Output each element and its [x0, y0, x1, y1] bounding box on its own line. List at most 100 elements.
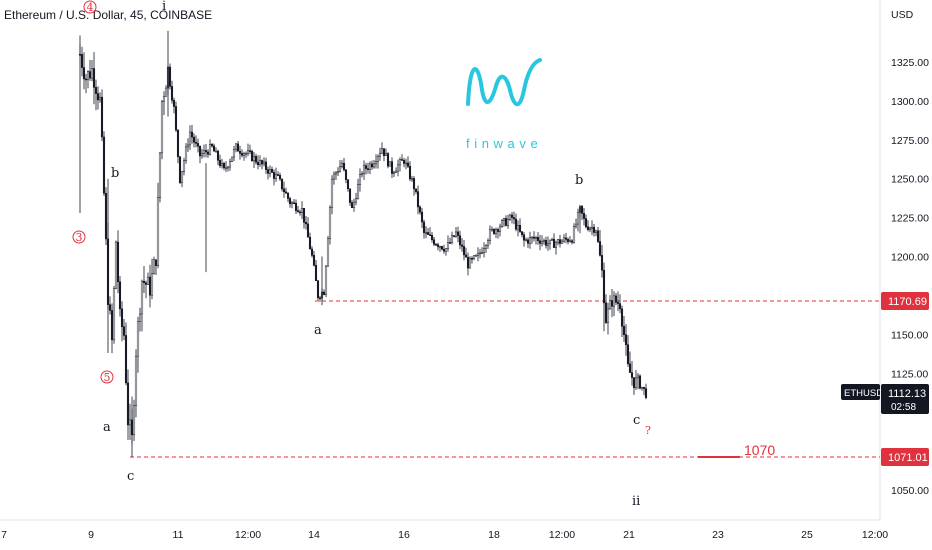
- candle-body: [282, 188, 286, 193]
- wave-label-question: ?: [645, 424, 651, 437]
- price-tag-upper-bg: [881, 292, 929, 310]
- candle-body: [404, 162, 408, 165]
- price-tick-label: 1275.00: [891, 135, 929, 147]
- candle-body: [582, 213, 586, 219]
- candle-body: [500, 220, 504, 228]
- candle-body: [120, 308, 124, 327]
- candle-body: [298, 211, 302, 214]
- candle-body: [220, 162, 224, 166]
- candle-body: [266, 169, 270, 174]
- candle-body: [350, 202, 354, 209]
- candle-body: [268, 169, 272, 174]
- finwave-logo-text: finwave: [466, 136, 542, 151]
- candle-body: [178, 156, 182, 183]
- candle-body: [124, 335, 128, 384]
- candle-body: [410, 178, 414, 180]
- candle-body: [424, 232, 428, 234]
- wave-label-i-top: i: [162, 0, 166, 14]
- candle-body: [310, 248, 314, 256]
- candle-body: [324, 265, 328, 295]
- candle-body: [108, 304, 112, 311]
- candle-body: [622, 326, 626, 335]
- candle-body: [434, 244, 438, 246]
- candle-body: [536, 236, 540, 241]
- candle-body: [418, 206, 422, 213]
- time-tick-label: 14: [308, 529, 320, 541]
- candle-body: [326, 238, 330, 267]
- candle-body: [454, 231, 458, 237]
- candle-body: [142, 280, 146, 284]
- candle-body: [250, 150, 254, 162]
- candle-body: [414, 188, 418, 192]
- time-tick-label: 16: [398, 529, 410, 541]
- candle-body: [398, 159, 402, 166]
- candle-body: [172, 100, 176, 107]
- candle-body: [230, 156, 234, 162]
- candle-body: [144, 282, 148, 285]
- candle-body: [118, 281, 122, 310]
- candle-body: [204, 150, 208, 153]
- candle-body: [256, 161, 260, 166]
- candle-body: [538, 240, 542, 244]
- candle-body: [200, 153, 204, 157]
- candle-body: [546, 243, 550, 246]
- candle-body: [610, 300, 614, 307]
- candle-body: [370, 163, 374, 168]
- candle-body: [274, 174, 278, 179]
- candle-body: [568, 240, 572, 243]
- wave-label-b-left: b: [111, 166, 119, 181]
- price-tag-last-price: 1112.13: [888, 388, 926, 400]
- wave-label-5: 5: [104, 371, 111, 384]
- candle-body: [394, 170, 398, 173]
- candle-body: [162, 96, 166, 102]
- candle-body: [342, 162, 346, 171]
- symbol-tag: ETHUSD: [841, 384, 883, 400]
- candle-body: [308, 236, 312, 250]
- candle-body: [560, 240, 564, 244]
- candle-body: [128, 419, 132, 426]
- price-tick-label: 1225.00: [891, 213, 929, 225]
- candle-body: [614, 295, 618, 303]
- candle-body: [490, 228, 494, 231]
- candle-body: [440, 246, 444, 250]
- candle-body: [364, 165, 368, 169]
- candle-body: [360, 173, 364, 175]
- candle-body: [386, 153, 390, 167]
- candle-body: [114, 241, 118, 289]
- time-ticks: 7 9 11 12:00 14 16 18 12:00 21 23 25 12:00: [1, 529, 888, 541]
- candle-body: [132, 405, 136, 436]
- candle-body: [246, 150, 250, 154]
- candle-body: [286, 192, 290, 199]
- candle-body: [642, 386, 646, 389]
- candle-body: [644, 388, 648, 398]
- candle-body: [634, 377, 638, 388]
- time-tick-label: 12:00: [235, 529, 261, 541]
- candle-body: [150, 273, 154, 296]
- candle-body: [262, 161, 266, 165]
- candle-body: [552, 238, 556, 248]
- candle-body: [176, 129, 180, 157]
- candle-body: [98, 96, 102, 101]
- candle-body: [160, 100, 164, 154]
- price-tag-lower-text: 1071.01: [888, 452, 928, 464]
- time-tick-label: 12:00: [549, 529, 575, 541]
- candle-body: [276, 174, 280, 176]
- candle-body: [452, 235, 456, 237]
- candle-body: [84, 78, 88, 81]
- candle-body: [194, 141, 198, 144]
- candle-body: [116, 241, 120, 283]
- candle-body: [574, 223, 578, 227]
- candle-body: [112, 287, 116, 341]
- candle-body: [164, 87, 168, 97]
- candle-body: [482, 248, 486, 253]
- candle-body: [270, 169, 274, 173]
- candle-body: [358, 174, 362, 185]
- candle-body: [152, 259, 156, 275]
- candle-body: [460, 244, 464, 247]
- candle-body: [208, 144, 212, 155]
- price-tag-upper-text: 1170.69: [888, 296, 927, 308]
- price-tick-label: 1250.00: [891, 174, 929, 186]
- candle-body: [348, 188, 352, 203]
- candle-body: [570, 240, 574, 243]
